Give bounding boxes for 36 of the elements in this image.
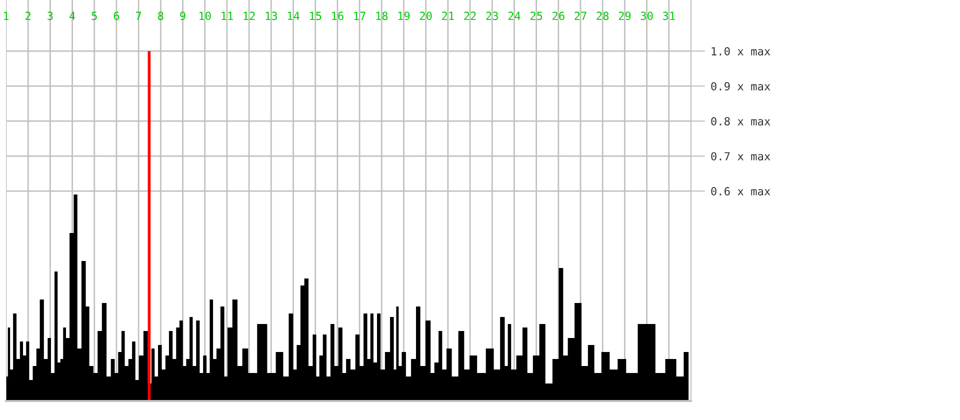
x-tick-label: 15 [310,12,322,20]
x-tick-label: 12 [244,12,255,20]
x-tick-label: 31 [662,12,675,20]
y-tick-label: 0.8 x max [711,117,770,126]
x-tick-label: 3 [48,12,53,20]
x-tick-label: 4 [70,12,76,20]
x-tick-label: 23 [486,12,498,20]
x-tick-label: 16 [332,12,344,20]
y-tick-label: 1.0 x max [712,47,770,56]
x-tick-label: 8 [158,12,164,20]
x-tick-label: 1 [4,12,9,20]
x-tick-label: 25 [530,12,542,20]
y-tick-label: 0.6 x max [711,187,770,196]
y-tick-label: 0.9 x max [711,82,770,90]
x-tick-label: 17 [354,12,366,20]
x-tick-label: 19 [398,12,410,20]
x-tick-label: 30 [640,12,653,20]
x-tick-label: 5 [92,12,97,20]
x-tick-label: 18 [376,12,388,20]
x-tick-label: 11 [222,12,233,20]
x-tick-label: 21 [442,12,454,20]
x-tick-label: 14 [288,12,300,20]
x-tick-label: 27 [574,12,586,20]
x-tick-label: 9 [180,12,186,20]
x-tick-label: 20 [420,12,432,20]
x-tick-label: 6 [114,12,120,20]
x-tick-label: 28 [596,12,609,20]
y-tick-label: 0.7 x max [711,152,770,160]
x-tick-label: 24 [508,12,520,20]
x-tick-label: 29 [618,12,631,20]
x-tick-label: 7 [136,12,142,20]
x-tick-label: 2 [26,12,30,20]
x-tick-label: 10 [200,12,211,20]
x-tick-label: 22 [464,12,476,20]
x-tick-label: 13 [266,12,278,20]
x-tick-label: 26 [552,12,564,20]
